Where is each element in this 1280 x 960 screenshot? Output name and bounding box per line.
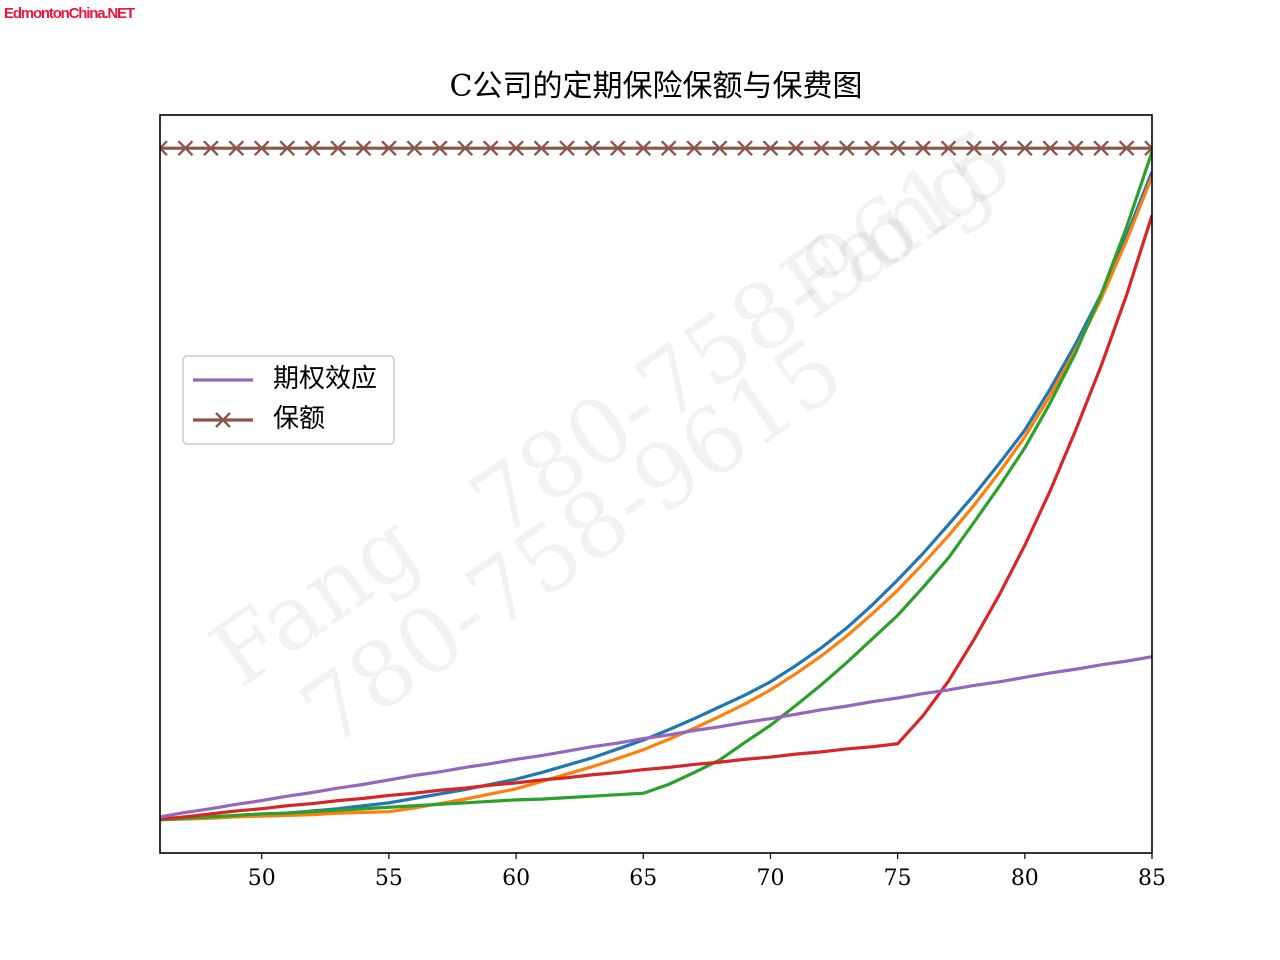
marker xyxy=(1042,140,1059,157)
marker xyxy=(228,140,245,157)
marker xyxy=(1118,140,1135,157)
marker xyxy=(431,140,448,157)
x-tick-label: 50 xyxy=(248,866,276,891)
legend-box xyxy=(182,355,395,445)
marker xyxy=(559,140,575,157)
marker xyxy=(381,140,397,157)
marker xyxy=(203,140,219,157)
series-line xyxy=(160,214,1152,821)
x-tick-label: 85 xyxy=(1138,866,1166,891)
marker xyxy=(215,412,231,428)
series-line xyxy=(160,655,1152,819)
marker xyxy=(711,140,728,157)
marker xyxy=(1093,140,1109,157)
marker xyxy=(788,140,804,157)
marker xyxy=(508,140,524,157)
marker xyxy=(406,140,423,157)
marker xyxy=(813,140,830,157)
marker xyxy=(864,140,881,157)
x-tick-label: 60 xyxy=(502,866,530,891)
marker xyxy=(177,140,194,157)
marker xyxy=(966,140,982,157)
marker xyxy=(762,140,779,157)
marker xyxy=(838,140,855,157)
marker xyxy=(482,140,499,157)
marker xyxy=(915,140,931,157)
x-tick-label: 80 xyxy=(1011,866,1039,891)
x-axis: 50 55 60 65 70 75 80 85 xyxy=(248,853,1166,891)
x-tick-label: 70 xyxy=(756,866,784,891)
marker xyxy=(457,140,474,157)
x-tick-label: 55 xyxy=(375,866,403,891)
marker xyxy=(253,140,270,157)
marker xyxy=(609,140,626,157)
marker xyxy=(660,140,677,157)
site-label: EdmontonChina.NET xyxy=(4,5,135,22)
marker xyxy=(686,140,703,157)
marker xyxy=(355,140,372,157)
marker xyxy=(635,140,652,157)
marker xyxy=(1067,140,1084,157)
marker xyxy=(737,140,753,157)
x-tick-label: 75 xyxy=(884,866,912,891)
plot-area xyxy=(160,140,1152,822)
marker xyxy=(940,140,957,157)
marker xyxy=(584,140,601,157)
series-line xyxy=(160,175,1152,822)
marker xyxy=(1016,140,1033,157)
marker xyxy=(991,140,1008,157)
marker xyxy=(160,140,168,157)
marker xyxy=(533,140,550,157)
plot-frame xyxy=(159,114,1153,854)
legend-label: 期权效应 xyxy=(273,364,377,394)
chart-title: C公司的定期保险保额与保费图 xyxy=(450,69,863,104)
series-line xyxy=(160,151,1152,822)
x-tick-label: 65 xyxy=(629,866,657,891)
marker xyxy=(889,140,906,157)
marker xyxy=(1144,140,1152,157)
marker xyxy=(330,140,346,157)
legend-label: 保额 xyxy=(273,404,325,434)
marker xyxy=(304,140,321,157)
marker xyxy=(279,140,296,157)
